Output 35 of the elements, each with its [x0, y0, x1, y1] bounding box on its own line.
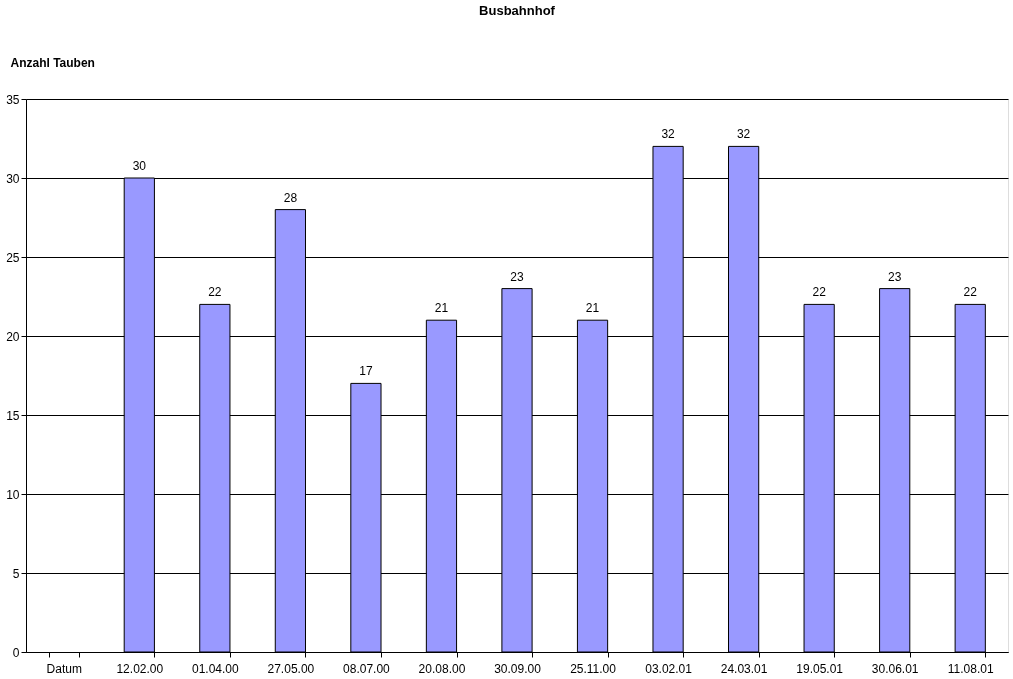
- x-tick-label: 27.05.00: [267, 661, 315, 676]
- data-label: 30: [132, 159, 147, 173]
- data-label: 17: [359, 364, 373, 379]
- y-tick-label: 35: [6, 92, 20, 107]
- x-tick-label: 19.05.01: [796, 661, 844, 676]
- y-tick-label: 25: [6, 250, 20, 265]
- data-label: 22: [208, 285, 222, 300]
- x-tick-label: 11.08.01: [947, 661, 994, 676]
- y-tick-label: 10: [6, 487, 20, 502]
- x-tick-label: 25.11.00: [570, 661, 617, 676]
- x-tick-label: 30.06.01: [871, 661, 919, 676]
- chart-title: Busbahnhof: [479, 3, 556, 18]
- data-label: 21: [434, 301, 449, 316]
- data-label: 32: [736, 127, 751, 142]
- x-tick-label: Datum: [46, 661, 82, 676]
- y-tick-label: 5: [12, 566, 20, 581]
- x-tick-label: 08.07.00: [343, 661, 391, 676]
- data-label: 23: [888, 269, 902, 284]
- data-label: 22: [812, 285, 827, 300]
- data-label: 22: [963, 285, 978, 300]
- y-tick-label: 0: [12, 645, 20, 660]
- data-label: 21: [585, 301, 600, 316]
- x-tick-label: 20.08.00: [418, 661, 466, 676]
- data-label: 23: [510, 269, 524, 284]
- x-tick-label: 12.02.00: [116, 661, 164, 676]
- x-tick-label: 24.03.01: [720, 661, 768, 676]
- y-tick-label: 20: [6, 329, 20, 344]
- x-tick-label: 30.09.00: [494, 661, 542, 676]
- y-tick-label: 30: [6, 171, 20, 186]
- y-tick-label: 15: [6, 408, 20, 423]
- y-axis-title: Anzahl Tauben: [10, 55, 95, 70]
- x-tick-label: 01.04.00: [191, 661, 240, 676]
- x-tick-label: 03.02.01: [645, 661, 693, 676]
- data-label: 32: [661, 127, 676, 142]
- data-label: 28: [283, 190, 298, 205]
